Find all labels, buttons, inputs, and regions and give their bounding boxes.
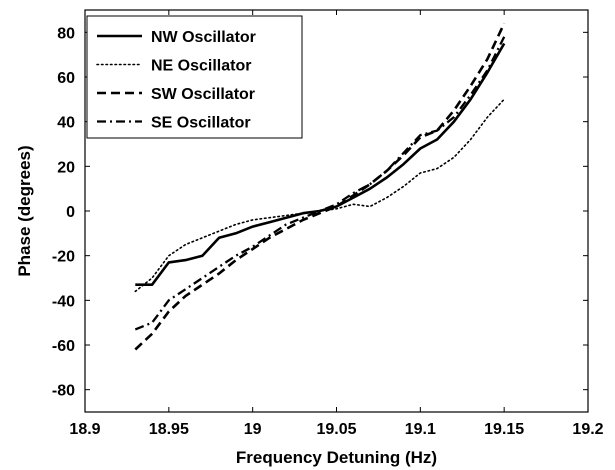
plot-frame <box>84 9 589 413</box>
y-axis-label: Phase (degrees) <box>15 145 34 276</box>
legend: NW Oscillator NE Oscillator SW Oscillator S… <box>86 15 303 139</box>
x-tick-label: 19 <box>244 421 262 438</box>
series-layer <box>134 22 506 351</box>
x-tick-label: 19.2 <box>572 421 603 438</box>
x-tick-label: 19.15 <box>484 421 524 438</box>
x-tick-label: 18.95 <box>149 421 189 438</box>
y-tick-label: -20 <box>52 249 75 266</box>
series-line-ne-oscillator <box>134 98 506 293</box>
y-tick-labels: -80 -60 -40 -20 0 20 40 60 80 <box>52 25 75 399</box>
y-tick-label: 40 <box>57 115 75 132</box>
x-tick-labels: 18.9 18.95 19 19.05 19.1 19.15 19.2 <box>69 421 603 438</box>
legend-label-se-oscillator: SE Oscillator <box>151 115 251 132</box>
y-tick-label: 60 <box>57 70 75 87</box>
legend-label-ne-oscillator: NE Oscillator <box>151 58 251 75</box>
x-tick-label: 19.1 <box>405 421 436 438</box>
series-line-se-oscillator <box>134 36 506 331</box>
legend-label-nw-oscillator: NW Oscillator <box>151 29 256 46</box>
x-axis-label: Frequency Detuning (Hz) <box>236 448 437 467</box>
x-tick-label: 19.05 <box>316 421 356 438</box>
legend-label-sw-oscillator: SW Oscillator <box>151 86 255 103</box>
y-tick-label: 20 <box>57 159 75 176</box>
x-tick-label: 18.9 <box>69 421 100 438</box>
y-tick-label: 0 <box>66 204 75 221</box>
y-tick-label: -40 <box>52 293 75 310</box>
y-tick-label: 80 <box>57 25 75 42</box>
y-tick-label: -80 <box>52 383 75 400</box>
ticks-layer <box>84 10 589 412</box>
y-tick-label: -60 <box>52 338 75 355</box>
series-line-sw-oscillator <box>134 22 506 351</box>
